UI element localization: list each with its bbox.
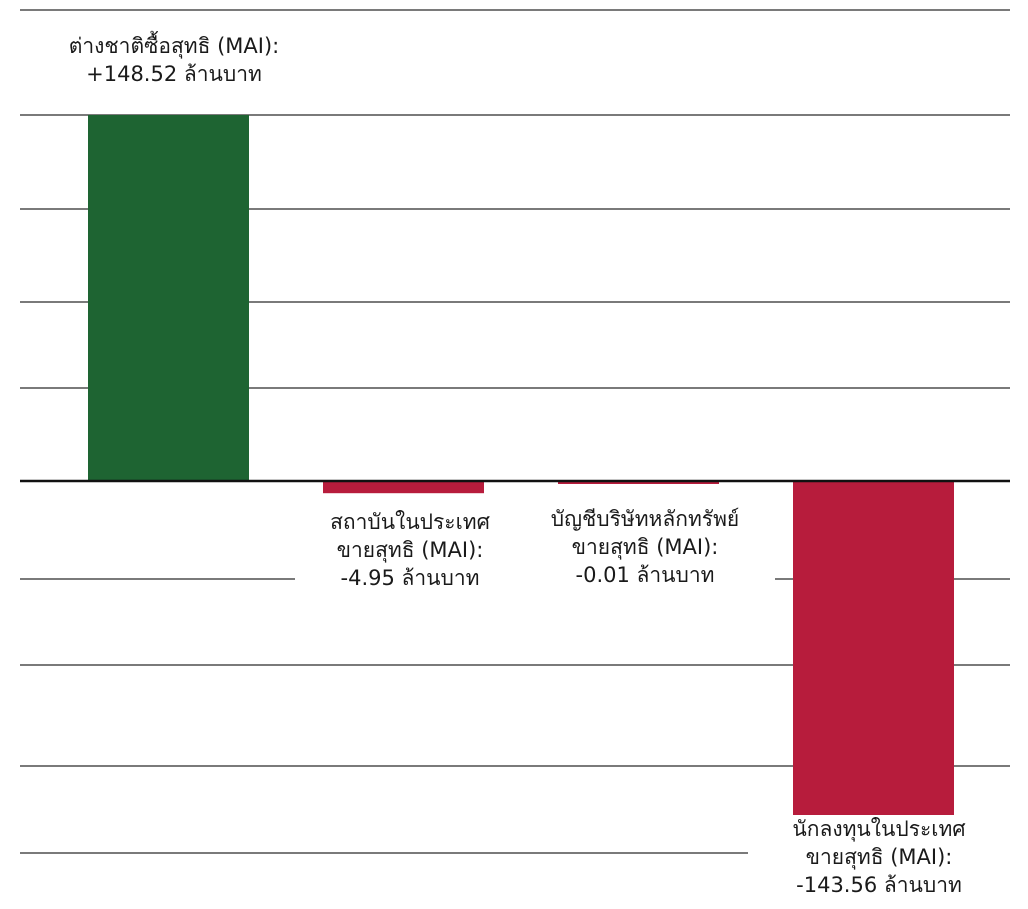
bar-label-1-line-2: +148.52 ล้านบาท <box>86 62 262 86</box>
bar-label-2-line-2: ขายสุทธิ (MAI): <box>336 538 484 562</box>
bars <box>88 115 954 835</box>
bar-label-1: ต่างชาติซื้อสุทธิ (MAI): +148.52 ล้านบาท <box>18 32 330 88</box>
bar-label-3-line-3: -0.01 ล้านบาท <box>575 563 715 587</box>
bar-label-2-line-3: -4.95 ล้านบาท <box>340 566 480 590</box>
bar-label-4: นักลงทุนในประเทศขายสุทธิ (MAI): -143.56 ล… <box>748 815 1010 899</box>
bar-2 <box>323 481 484 494</box>
bar-label-1-line-1: ต่างชาติซื้อสุทธิ (MAI): <box>68 34 280 58</box>
bar-3 <box>558 481 719 484</box>
bar-4 <box>793 481 954 835</box>
bar-label-4-line-2: ขายสุทธิ (MAI): <box>805 845 953 869</box>
bar-label-3-line-1: บัญชีบริษัทหลักทรัพย์ <box>550 507 740 531</box>
bar-label-4-line-1: นักลงทุนในประเทศ <box>792 817 966 841</box>
bar-label-4-line-3: -143.56 ล้านบาท <box>796 873 962 897</box>
bar-label-3: บัญชีบริษัทหลักทรัพย์ขายสุทธิ (MAI): -0.0… <box>515 505 775 589</box>
bar-1 <box>88 115 249 481</box>
bar-label-2-line-1: สถาบันในประเทศ <box>330 510 490 534</box>
bar-label-2: สถาบันในประเทศขายสุทธิ (MAI): -4.95 ล้านบ… <box>295 508 525 592</box>
bar-label-3-line-2: ขายสุทธิ (MAI): <box>571 535 719 559</box>
